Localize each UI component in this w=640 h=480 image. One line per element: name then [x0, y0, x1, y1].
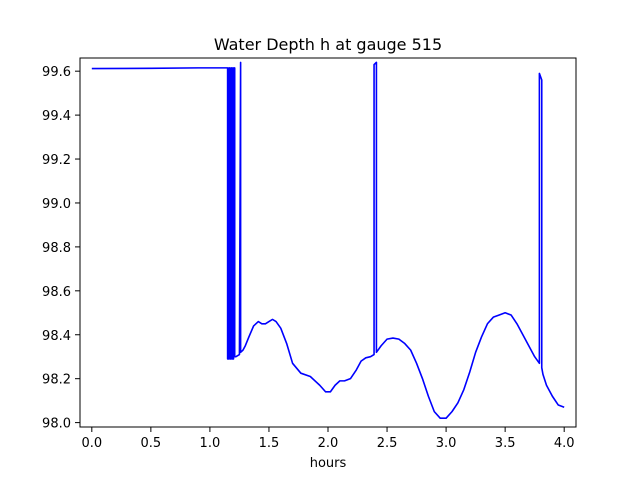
x-tick-label: 2.5 — [377, 436, 398, 451]
x-tick-label: 3.0 — [436, 436, 457, 451]
y-tick-label: 98.6 — [42, 285, 71, 300]
x-tick-label: 1.0 — [200, 436, 221, 451]
plot-frame — [79, 57, 577, 428]
chart-title: Water Depth h at gauge 515 — [214, 35, 442, 54]
y-tick-label: 98.8 — [42, 241, 71, 256]
y-tick-label: 98.2 — [42, 373, 71, 388]
x-tick-label: 0.5 — [141, 436, 162, 451]
x-tick-label: 3.5 — [495, 436, 516, 451]
series-line-0 — [91, 61, 565, 420]
x-tick-label: 2.0 — [318, 436, 339, 451]
plot-area — [91, 61, 565, 420]
x-axis: 0.0 0.5 1.0 1.5 2.0 2.5 3.0 3.5 4.0 — [81, 427, 575, 451]
x-tick-label: 0.0 — [81, 436, 102, 451]
x-axis-label: hours — [310, 456, 347, 471]
y-tick-label: 99.0 — [42, 197, 71, 212]
x-tick-label: 1.5 — [259, 436, 280, 451]
y-tick-label: 98.4 — [42, 329, 71, 344]
y-tick-label: 98.0 — [42, 417, 71, 432]
y-tick-label: 99.4 — [42, 109, 71, 124]
y-axis: 98.0 98.2 98.4 98.6 98.8 99.0 99.2 99.4 99.6 — [42, 65, 80, 432]
x-tick-label: 4.0 — [554, 436, 575, 451]
y-tick-label: 99.2 — [42, 153, 71, 168]
y-tick-label: 99.6 — [42, 65, 71, 80]
